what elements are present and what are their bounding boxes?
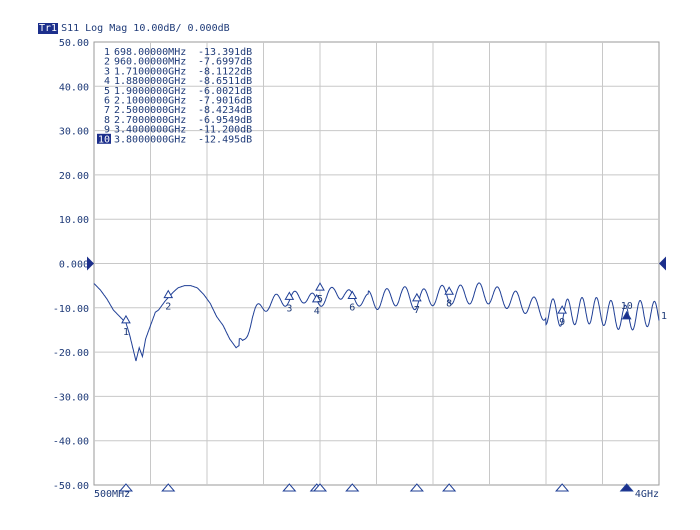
marker-5-bottom-indicator[interactable] [312,483,328,492]
marker-table-value: -8.6511dB [198,76,252,87]
marker-table-number: 10 [98,134,110,145]
marker-table-frequency: 2.5000000GHz [114,105,186,116]
marker-table-number: 1 [104,47,110,58]
marker-table-number: 3 [104,66,110,77]
marker-8-bottom-indicator[interactable] [442,483,457,492]
marker-table-value: -7.6997dB [198,57,252,68]
y-tick-label: -50.00 [53,481,89,492]
marker-3-triangle[interactable] [284,291,295,300]
trace-tag[interactable]: Tr1 [38,23,59,34]
y-tick-label: 20.00 [59,171,89,182]
marker-4-triangle[interactable] [311,293,322,303]
marker-table-frequency: 2.7000000GHz [114,115,186,126]
y-tick-label: 40.00 [59,82,89,93]
marker-10-bottom-indicator[interactable] [619,483,634,492]
marker-table-frequency: 698.00000MHz [114,47,186,58]
trace-label: S11 Log Mag 10.00dB/ 0.000dB [61,23,230,34]
marker-1-label: 1 [123,327,129,338]
marker-table-frequency: 3.8000000GHz [114,134,186,145]
marker-5-label: 5 [317,294,323,305]
trace-header: Tr1 S11 Log Mag 10.00dB/ 0.000dB [38,23,230,35]
marker-1-bottom-indicator[interactable] [118,483,134,492]
marker-table-value: -12.495dB [198,134,252,145]
marker-table-number: 8 [104,115,110,126]
marker-table-number: 6 [104,96,110,107]
marker-table-frequency: 960.00000MHz [114,57,186,68]
marker-10-label: 10 [621,301,633,312]
reference-arrow-left [87,256,94,271]
marker-table-value: -7.9016dB [198,96,252,107]
marker-table-number: 4 [104,76,110,87]
marker-3-label: 3 [286,303,292,314]
y-tick-label: -20.00 [53,348,89,359]
marker-9-bottom-indicator[interactable] [555,483,570,492]
marker-6-bottom-indicator[interactable] [345,483,360,492]
marker-5-triangle[interactable] [315,282,325,291]
marker-2-triangle[interactable] [163,289,174,299]
marker-table-value: -6.9549dB [198,115,252,126]
marker-table-value: -8.1122dB [198,66,252,77]
y-tick-label: 30.00 [59,127,89,138]
marker-table-value: -11.200dB [198,125,252,136]
y-tick-label: -30.00 [53,392,89,403]
marker-table-frequency: 3.4000000GHz [114,125,186,136]
marker-table-frequency: 1.7100000GHz [114,66,186,77]
y-tick-label: 50.00 [59,38,89,49]
marker-table-value: -13.391dB [198,47,252,58]
marker-table-frequency: 1.9000000GHz [114,86,186,97]
marker-10-triangle[interactable] [621,310,632,320]
x-start-label: 500MHz [94,489,130,500]
marker-table-frequency: 2.1000000GHz [114,96,186,107]
marker-6-label: 6 [349,303,355,314]
marker-table-number: 2 [104,57,110,68]
marker-7-bottom-indicator[interactable] [409,483,424,492]
marker-table-value: -6.0021dB [198,86,252,97]
marker-8-triangle[interactable] [444,286,455,295]
marker-9-triangle[interactable] [557,305,568,314]
marker-table-number: 9 [104,125,110,136]
y-tick-label: 0.000 [59,260,89,271]
trace-end-label: 1 [661,311,667,322]
marker-table-value: -8.4234dB [198,105,252,116]
marker-7-triangle[interactable] [411,292,422,302]
reference-arrow-right [659,256,666,271]
marker-7-label: 7 [414,305,420,316]
x-stop-label: 4GHz [635,489,659,500]
marker-6-triangle[interactable] [347,290,358,300]
y-tick-label: 10.00 [59,215,89,226]
marker-table-frequency: 1.8800000GHz [114,76,186,87]
marker-8-label: 8 [446,298,452,309]
marker-9-label: 9 [559,317,565,328]
marker-table-number: 5 [104,86,110,97]
marker-table-number: 7 [104,105,110,116]
y-tick-label: -40.00 [53,437,89,448]
marker-3-bottom-indicator[interactable] [282,483,297,492]
trace-s11 [93,282,660,362]
marker-1-triangle[interactable] [121,314,131,324]
y-tick-label: -10.00 [53,304,89,315]
marker-4-label: 4 [314,306,320,317]
marker-2-label: 2 [165,302,171,313]
marker-table-active-highlight [97,133,111,144]
marker-2-bottom-indicator[interactable] [161,483,176,492]
